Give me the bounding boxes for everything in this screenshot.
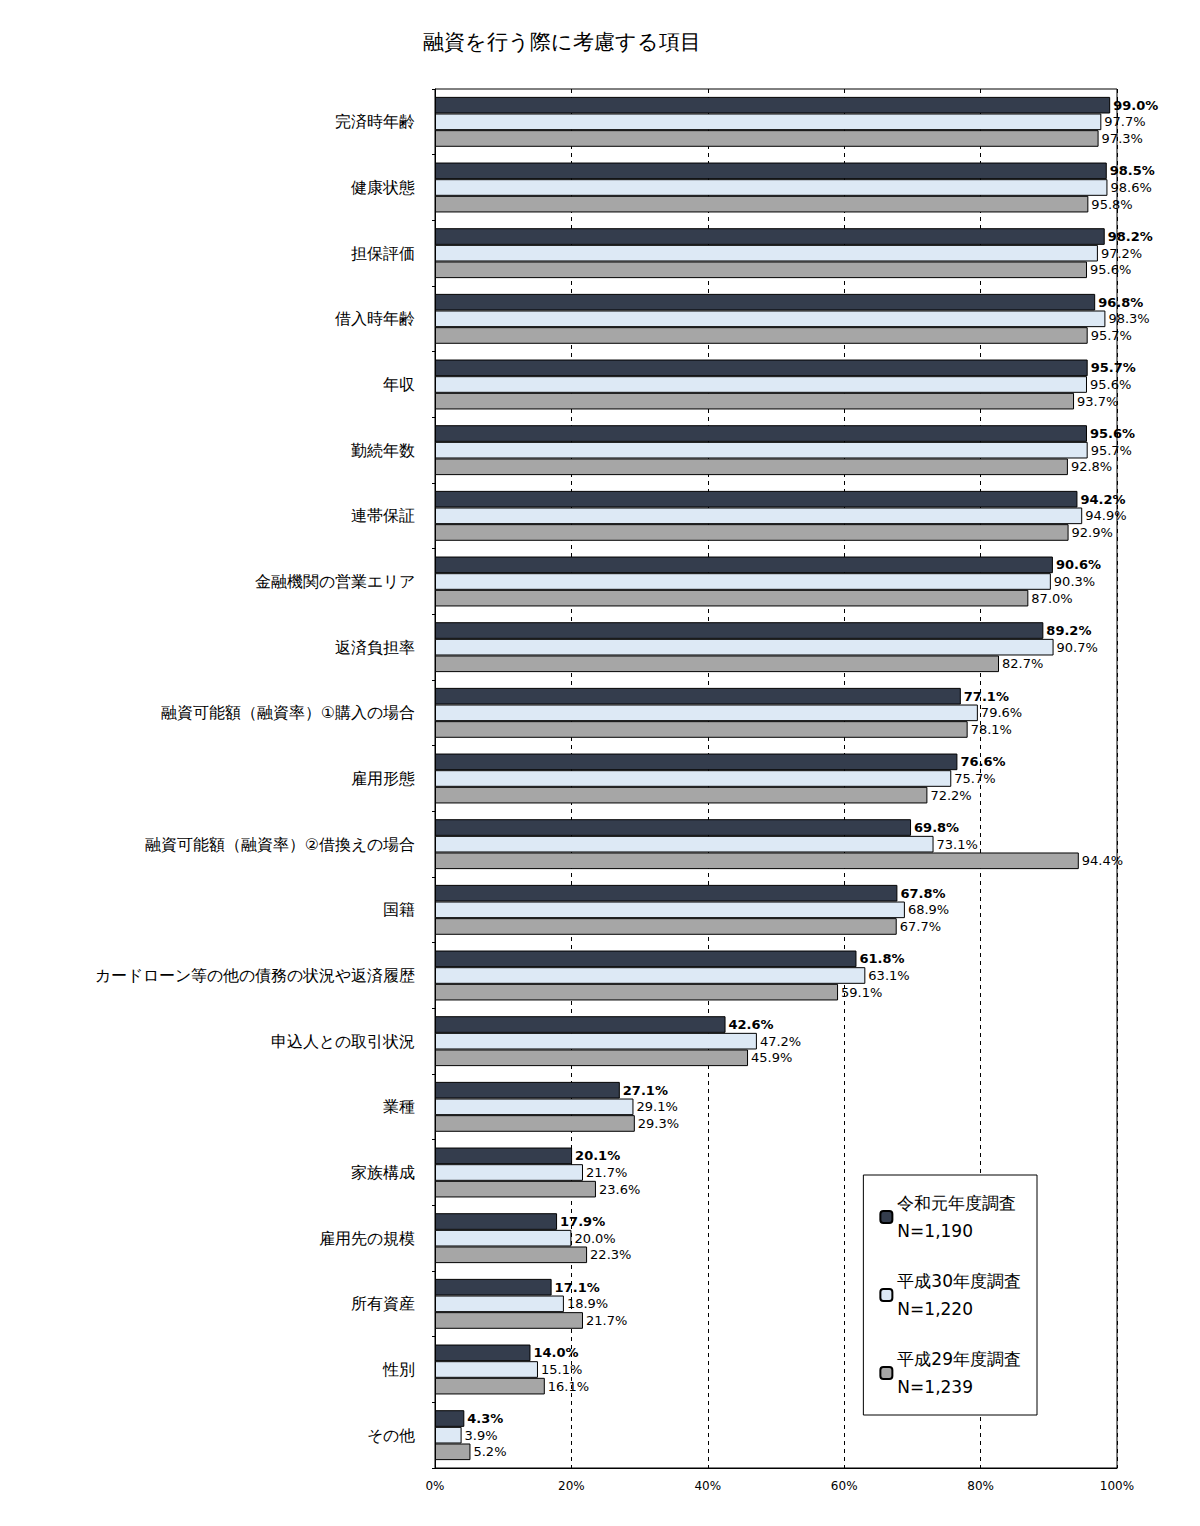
- svg-text:融資を行う際に考慮する項目: 融資を行う際に考慮する項目: [423, 30, 701, 54]
- svg-text:90.3%: 90.3%: [1054, 574, 1095, 589]
- svg-text:94.4%: 94.4%: [1082, 853, 1123, 868]
- svg-text:性別: 性別: [382, 1360, 415, 1379]
- svg-text:97.7%: 97.7%: [1104, 114, 1145, 129]
- svg-text:所有資産: 所有資産: [351, 1294, 415, 1313]
- svg-text:87.0%: 87.0%: [1031, 591, 1072, 606]
- svg-text:73.1%: 73.1%: [937, 837, 978, 852]
- svg-text:95.8%: 95.8%: [1091, 197, 1132, 212]
- svg-text:98.2%: 98.2%: [1108, 229, 1153, 244]
- svg-text:45.9%: 45.9%: [751, 1050, 792, 1065]
- svg-text:97.2%: 97.2%: [1101, 246, 1142, 261]
- svg-text:17.1%: 17.1%: [555, 1280, 600, 1295]
- svg-text:その他: その他: [367, 1426, 415, 1445]
- svg-text:79.6%: 79.6%: [981, 705, 1022, 720]
- svg-text:22.3%: 22.3%: [590, 1247, 631, 1262]
- svg-text:78.1%: 78.1%: [971, 722, 1012, 737]
- svg-text:健康状態: 健康状態: [351, 178, 415, 197]
- svg-text:雇用形態: 雇用形態: [351, 769, 415, 788]
- svg-text:90.6%: 90.6%: [1056, 557, 1101, 572]
- svg-text:融資可能額（融資率）①購入の場合: 融資可能額（融資率）①購入の場合: [161, 703, 415, 722]
- svg-text:40%: 40%: [694, 1479, 721, 1493]
- svg-text:平成30年度調査: 平成30年度調査: [897, 1271, 1021, 1291]
- svg-text:勤続年数: 勤続年数: [351, 441, 415, 460]
- svg-text:77.1%: 77.1%: [964, 689, 1009, 704]
- svg-text:令和元年度調査: 令和元年度調査: [897, 1193, 1016, 1213]
- svg-text:89.2%: 89.2%: [1046, 623, 1091, 638]
- svg-text:29.1%: 29.1%: [636, 1099, 677, 1114]
- svg-text:4.3%: 4.3%: [467, 1411, 503, 1426]
- svg-text:94.9%: 94.9%: [1085, 508, 1126, 523]
- svg-text:95.7%: 95.7%: [1091, 443, 1132, 458]
- svg-text:93.7%: 93.7%: [1077, 394, 1118, 409]
- svg-text:担保評価: 担保評価: [351, 244, 415, 263]
- svg-text:平成29年度調査: 平成29年度調査: [897, 1349, 1021, 1369]
- svg-text:75.7%: 75.7%: [954, 771, 995, 786]
- svg-text:業種: 業種: [383, 1097, 415, 1116]
- svg-text:融資可能額（融資率）②借換えの場合: 融資可能額（融資率）②借換えの場合: [145, 835, 415, 854]
- svg-text:18.9%: 18.9%: [567, 1296, 608, 1311]
- svg-text:完済時年齢: 完済時年齢: [335, 112, 415, 131]
- svg-text:80%: 80%: [967, 1479, 994, 1493]
- svg-text:27.1%: 27.1%: [623, 1083, 668, 1098]
- svg-text:15.1%: 15.1%: [541, 1362, 582, 1377]
- svg-text:家族構成: 家族構成: [351, 1163, 415, 1182]
- svg-text:98.3%: 98.3%: [1108, 311, 1149, 326]
- svg-text:47.2%: 47.2%: [760, 1034, 801, 1049]
- svg-text:100%: 100%: [1100, 1479, 1134, 1493]
- svg-text:99.0%: 99.0%: [1113, 98, 1158, 113]
- svg-text:借入時年齢: 借入時年齢: [335, 309, 415, 328]
- svg-text:国籍: 国籍: [383, 900, 415, 919]
- svg-text:97.3%: 97.3%: [1102, 131, 1143, 146]
- svg-text:95.6%: 95.6%: [1090, 377, 1131, 392]
- svg-text:29.3%: 29.3%: [638, 1116, 679, 1131]
- svg-text:連帯保証: 連帯保証: [351, 506, 415, 525]
- svg-text:42.6%: 42.6%: [729, 1017, 774, 1032]
- svg-text:76.6%: 76.6%: [960, 754, 1005, 769]
- svg-text:5.2%: 5.2%: [473, 1444, 506, 1459]
- svg-text:0%: 0%: [425, 1479, 444, 1493]
- svg-text:21.7%: 21.7%: [586, 1313, 627, 1328]
- svg-text:95.7%: 95.7%: [1091, 328, 1132, 343]
- svg-text:21.7%: 21.7%: [586, 1165, 627, 1180]
- svg-text:82.7%: 82.7%: [1002, 656, 1043, 671]
- svg-text:20%: 20%: [558, 1479, 585, 1493]
- svg-text:雇用先の規模: 雇用先の規模: [319, 1229, 415, 1248]
- svg-text:92.8%: 92.8%: [1071, 459, 1112, 474]
- svg-text:年収: 年収: [383, 375, 415, 394]
- svg-text:3.9%: 3.9%: [465, 1428, 498, 1443]
- svg-text:60%: 60%: [831, 1479, 858, 1493]
- svg-text:16.1%: 16.1%: [548, 1379, 589, 1394]
- svg-text:N=1,220: N=1,220: [897, 1299, 973, 1319]
- svg-text:67.8%: 67.8%: [900, 886, 945, 901]
- svg-text:61.8%: 61.8%: [859, 951, 904, 966]
- svg-text:67.7%: 67.7%: [900, 919, 941, 934]
- svg-text:14.0%: 14.0%: [533, 1345, 578, 1360]
- svg-text:20.1%: 20.1%: [575, 1148, 620, 1163]
- svg-text:95.6%: 95.6%: [1090, 262, 1131, 277]
- svg-text:94.2%: 94.2%: [1080, 492, 1125, 507]
- svg-text:98.6%: 98.6%: [1110, 180, 1151, 195]
- svg-text:63.1%: 63.1%: [868, 968, 909, 983]
- svg-text:68.9%: 68.9%: [908, 902, 949, 917]
- svg-text:90.7%: 90.7%: [1057, 640, 1098, 655]
- svg-text:金融機関の営業エリア: 金融機関の営業エリア: [255, 572, 415, 591]
- svg-text:N=1,239: N=1,239: [897, 1377, 973, 1397]
- svg-text:返済負担率: 返済負担率: [335, 638, 415, 657]
- svg-text:95.7%: 95.7%: [1091, 360, 1136, 375]
- svg-text:95.6%: 95.6%: [1090, 426, 1135, 441]
- svg-text:カードローン等の他の債務の状況や返済履歴: カードローン等の他の債務の状況や返済履歴: [95, 966, 415, 985]
- svg-text:59.1%: 59.1%: [841, 985, 882, 1000]
- svg-text:N=1,190: N=1,190: [897, 1221, 973, 1241]
- svg-text:72.2%: 72.2%: [930, 788, 971, 803]
- svg-text:17.9%: 17.9%: [560, 1214, 605, 1229]
- svg-text:92.9%: 92.9%: [1072, 525, 1113, 540]
- svg-text:23.6%: 23.6%: [599, 1182, 640, 1197]
- svg-text:96.8%: 96.8%: [1098, 295, 1143, 310]
- svg-text:申込人との取引状況: 申込人との取引状況: [271, 1032, 415, 1051]
- svg-text:98.5%: 98.5%: [1110, 163, 1155, 178]
- svg-text:69.8%: 69.8%: [914, 820, 959, 835]
- svg-text:20.0%: 20.0%: [574, 1231, 615, 1246]
